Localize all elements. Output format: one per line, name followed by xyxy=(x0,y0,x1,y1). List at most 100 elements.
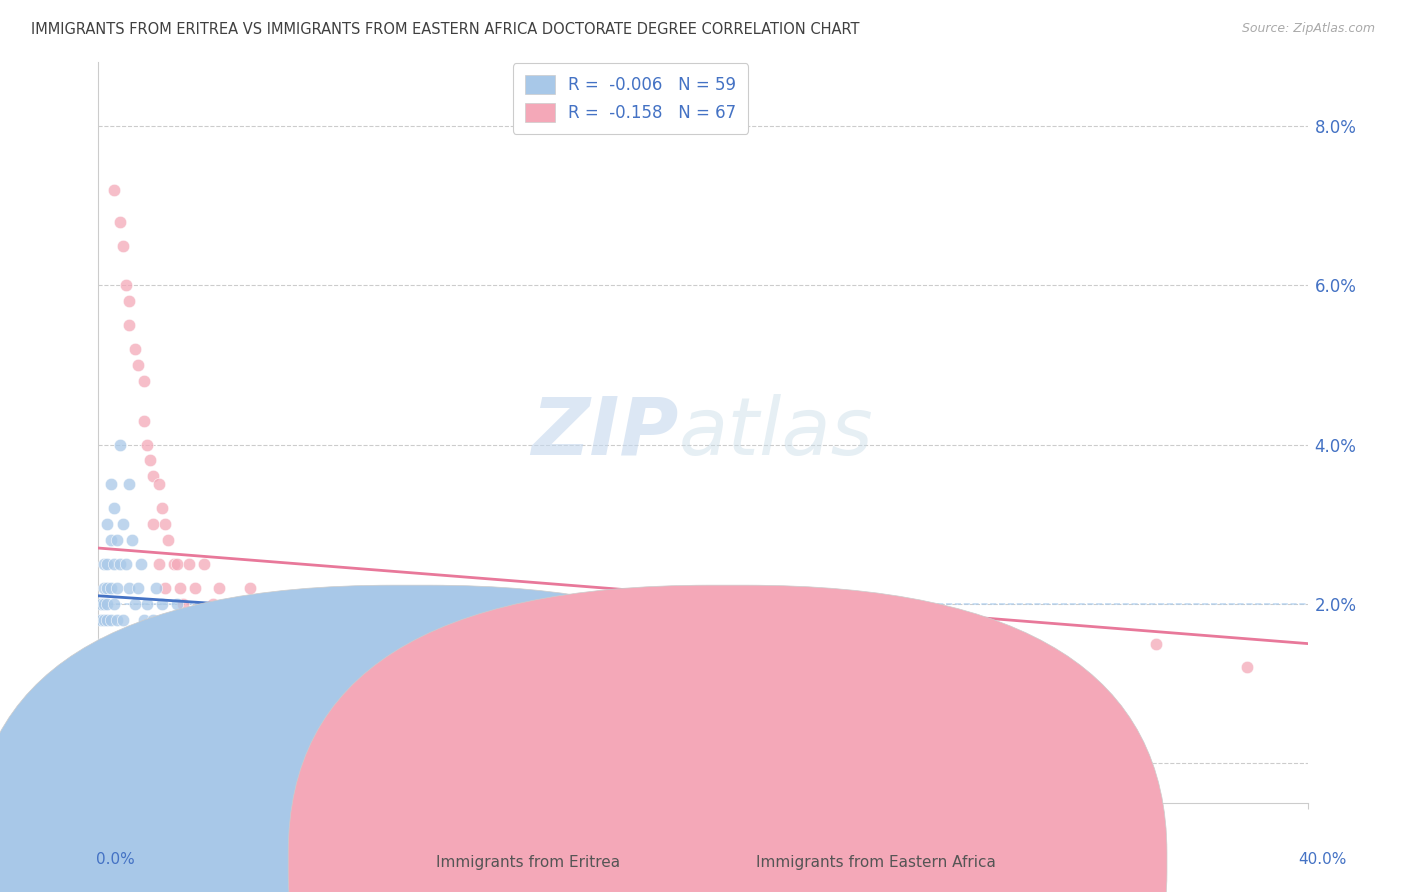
Point xyxy=(121,637,143,651)
Point xyxy=(127,358,149,372)
Point xyxy=(163,660,186,674)
Point xyxy=(692,613,714,627)
Point xyxy=(142,469,165,483)
Point xyxy=(118,581,141,595)
Point xyxy=(153,517,176,532)
Point xyxy=(602,637,624,651)
Point xyxy=(571,613,593,627)
Point xyxy=(139,637,162,651)
Point xyxy=(299,613,322,627)
Point xyxy=(93,613,115,627)
Point xyxy=(100,676,122,690)
Point xyxy=(153,637,176,651)
Point xyxy=(93,637,115,651)
Point xyxy=(420,637,443,651)
Point xyxy=(127,581,149,595)
Point xyxy=(96,517,118,532)
Point xyxy=(179,716,201,731)
Point xyxy=(132,660,155,674)
Point xyxy=(169,581,191,595)
Point xyxy=(108,557,131,571)
Text: 40.0%: 40.0% xyxy=(1299,852,1347,867)
Point xyxy=(114,278,136,293)
Point xyxy=(132,613,155,627)
Point xyxy=(239,581,262,595)
Point xyxy=(93,557,115,571)
Point xyxy=(153,581,176,595)
Text: atlas: atlas xyxy=(679,393,873,472)
Point xyxy=(111,613,134,627)
Point xyxy=(129,557,152,571)
Point xyxy=(193,692,215,706)
Point xyxy=(187,637,209,651)
Point xyxy=(111,517,134,532)
Point xyxy=(360,637,382,651)
Point xyxy=(723,660,745,674)
Point xyxy=(934,676,956,690)
Point xyxy=(166,597,188,611)
Point xyxy=(148,477,170,491)
Point xyxy=(108,637,131,651)
Point xyxy=(132,414,155,428)
Legend: R =  -0.006   N = 59, R =  -0.158   N = 67: R = -0.006 N = 59, R = -0.158 N = 67 xyxy=(513,63,748,134)
Point xyxy=(232,637,254,651)
Point xyxy=(118,318,141,333)
Point xyxy=(93,597,115,611)
Point xyxy=(124,342,146,356)
Point xyxy=(100,533,122,547)
Point xyxy=(114,637,136,651)
Point xyxy=(118,676,141,690)
Point xyxy=(193,613,215,627)
Text: IMMIGRANTS FROM ERITREA VS IMMIGRANTS FROM EASTERN AFRICA DOCTORATE DEGREE CORRE: IMMIGRANTS FROM ERITREA VS IMMIGRANTS FR… xyxy=(31,22,859,37)
Point xyxy=(166,557,188,571)
Text: Immigrants from Eritrea: Immigrants from Eritrea xyxy=(436,855,620,870)
Point xyxy=(844,660,866,674)
Point xyxy=(163,613,186,627)
Point xyxy=(224,597,246,611)
Point xyxy=(374,597,396,611)
Point xyxy=(114,557,136,571)
Point xyxy=(148,557,170,571)
Point xyxy=(90,597,112,611)
Point xyxy=(103,501,125,516)
Point xyxy=(202,597,225,611)
Point xyxy=(100,477,122,491)
Point xyxy=(135,437,157,451)
Point xyxy=(193,557,215,571)
Point xyxy=(93,581,115,595)
Point xyxy=(118,294,141,309)
Point xyxy=(118,477,141,491)
Point xyxy=(253,613,276,627)
Point xyxy=(481,637,503,651)
Point xyxy=(96,557,118,571)
Point xyxy=(105,581,128,595)
Point xyxy=(314,637,336,651)
Point xyxy=(163,557,186,571)
Point xyxy=(111,238,134,252)
Point xyxy=(269,597,291,611)
Point xyxy=(179,557,201,571)
Point xyxy=(214,613,236,627)
Point xyxy=(96,637,118,651)
Point xyxy=(108,437,131,451)
Point xyxy=(96,597,118,611)
Point xyxy=(150,501,173,516)
Point xyxy=(96,613,118,627)
Point xyxy=(108,214,131,228)
Point xyxy=(148,676,170,690)
Point xyxy=(510,613,533,627)
Point xyxy=(103,183,125,197)
Point xyxy=(160,613,183,627)
Point xyxy=(124,597,146,611)
Point xyxy=(132,374,155,388)
Point xyxy=(174,613,197,627)
Point xyxy=(103,597,125,611)
Point xyxy=(103,637,125,651)
Point xyxy=(150,597,173,611)
Point xyxy=(450,613,472,627)
Point xyxy=(873,637,896,651)
Point xyxy=(389,613,412,627)
Point xyxy=(329,613,352,627)
Point xyxy=(90,613,112,627)
Point xyxy=(172,676,194,690)
